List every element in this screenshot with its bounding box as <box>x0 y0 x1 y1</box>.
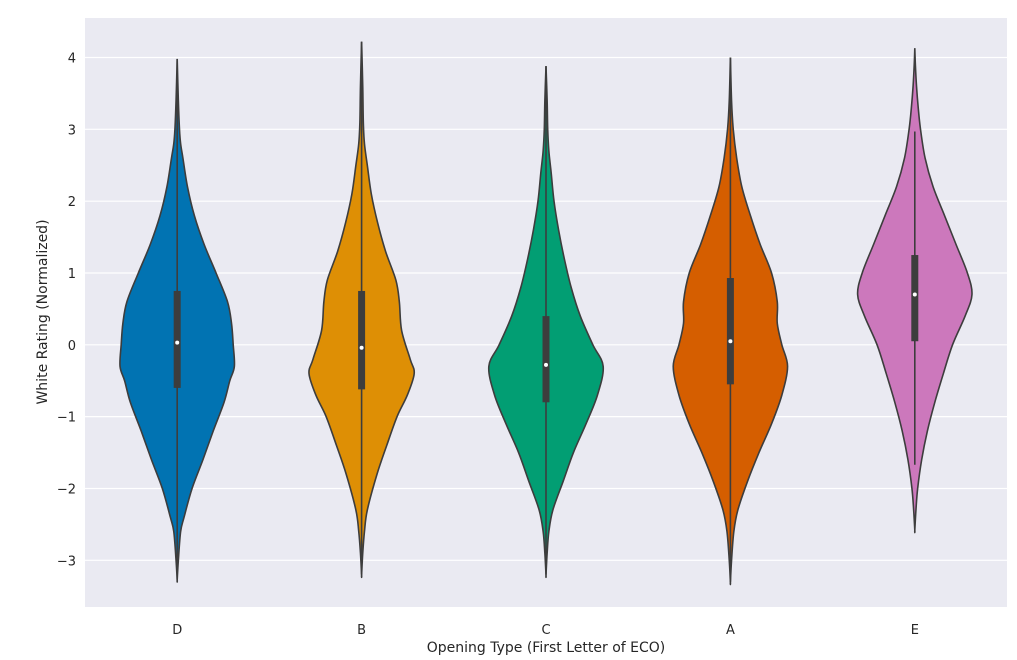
violin-D <box>119 58 236 583</box>
x-tick-label: B <box>357 623 366 638</box>
x-axis-title: Opening Type (First Letter of ECO) <box>427 640 666 656</box>
y-axis-title: White Rating (Normalized) <box>35 219 51 404</box>
y-tick-label: 0 <box>68 339 76 354</box>
violin-iqr-box <box>911 255 919 342</box>
y-tick-label: 1 <box>68 267 76 282</box>
x-tick-label: C <box>541 623 550 638</box>
y-tick-labels: −3 −2 −1 0 1 2 3 4 <box>57 52 76 570</box>
x-tick-label: A <box>726 623 735 638</box>
violin-median <box>544 362 548 367</box>
violins-layer <box>119 41 973 586</box>
violin-median <box>912 292 917 297</box>
violin-median <box>728 339 733 344</box>
x-tick-label: E <box>911 623 919 638</box>
violin-iqr-box <box>726 278 734 385</box>
y-tick-label: 4 <box>68 52 76 67</box>
x-tick-label: D <box>172 623 182 638</box>
y-tick-label: −3 <box>57 554 76 569</box>
y-tick-label: 2 <box>68 195 76 210</box>
violin-median <box>359 345 364 350</box>
y-tick-label: −1 <box>57 411 76 426</box>
y-tick-label: 3 <box>68 123 76 138</box>
violin-iqr-box <box>173 290 181 388</box>
violin-iqr-box <box>542 316 550 403</box>
violin-C <box>487 66 605 579</box>
violin-E <box>856 48 973 534</box>
violin-iqr-box <box>358 290 366 390</box>
violin-A <box>672 57 789 586</box>
violin-median <box>175 340 180 345</box>
violin-B <box>308 41 416 579</box>
y-tick-label: −2 <box>57 482 76 497</box>
